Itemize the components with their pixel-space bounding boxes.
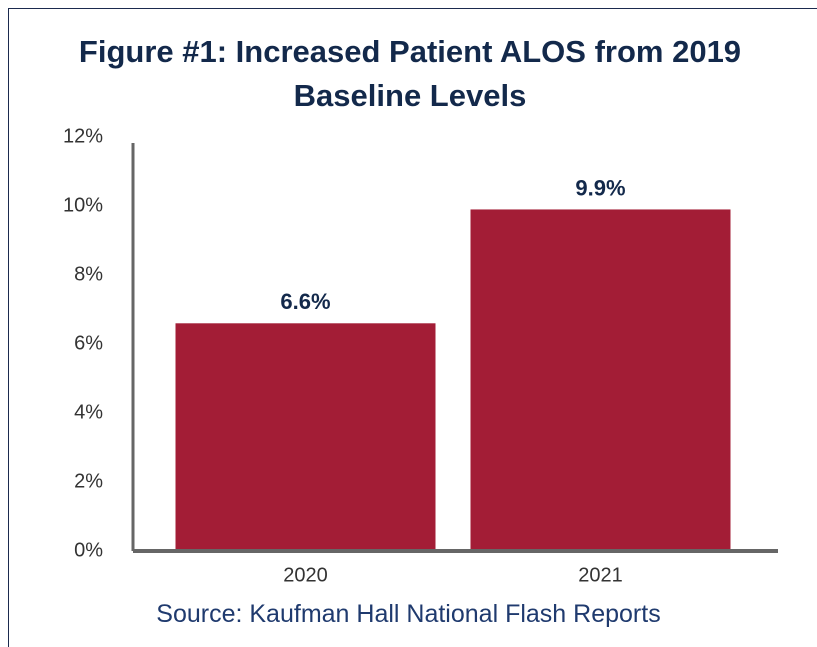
chart-title: Figure #1: Increased Patient ALOS from 2…	[78, 34, 742, 113]
x-tick-label: 2020	[283, 564, 328, 586]
frame	[8, 8, 817, 647]
y-tick-label: 4%	[74, 401, 103, 423]
source-note: Source: Kaufman Hall National Flash Repo…	[156, 600, 661, 628]
y-tick-label: 8%	[74, 263, 103, 285]
y-tick-label: 12%	[63, 125, 103, 147]
x-tick-label: 2021	[578, 564, 623, 586]
bar	[470, 209, 731, 551]
y-tick-label: 10%	[63, 194, 103, 216]
data-label: 9.9%	[575, 175, 625, 200]
y-tick-label: 6%	[74, 332, 103, 354]
y-tick-label: 2%	[74, 470, 103, 492]
bar	[175, 323, 436, 551]
data-label: 6.6%	[280, 289, 330, 314]
y-tick-label: 0%	[74, 539, 103, 561]
chart: 0% 2% 4% 6% 8% 10% 12% 2020 6.6% 2021 9.9%	[63, 125, 778, 586]
